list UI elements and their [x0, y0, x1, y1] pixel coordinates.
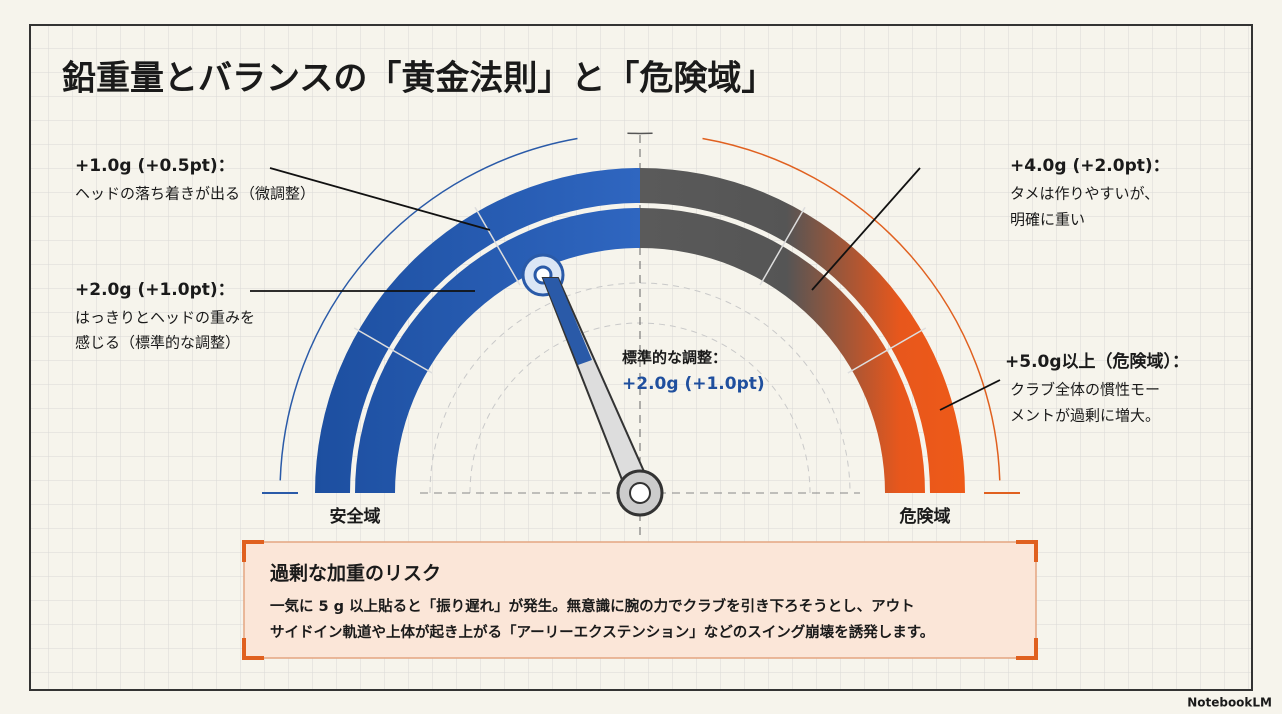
tick	[474, 206, 521, 286]
annotation-line: 感じる（標準的な調整）	[75, 334, 240, 352]
footer: NotebookLM	[1187, 696, 1272, 710]
needle-pivot-inner	[629, 482, 651, 504]
safe-label: 安全域	[330, 506, 381, 527]
needle-tip	[543, 278, 592, 365]
risk-line: 一気に 5 g 以上貼ると「振り遅れ」が発生。無意識に腕の力でクラブを引き下ろそ…	[270, 597, 915, 615]
annotation-heading: +1.0g (+0.5pt)：	[75, 156, 235, 176]
annotation-line: ヘッドの落ち着きが出る（微調整）	[75, 185, 315, 203]
annotation-line: はっきりとヘッドの重みを	[75, 309, 255, 327]
risk-box-corners	[242, 540, 1038, 660]
risk-box	[243, 541, 1037, 659]
annotation-heading: +4.0g (+2.0pt)：	[1010, 156, 1170, 176]
tick	[759, 206, 806, 286]
dimension-arc-safe	[279, 137, 578, 481]
gauge-band-safe	[355, 208, 640, 493]
annotation-line: 明確に重い	[1010, 211, 1085, 229]
risk-line: サイドイン軌道や上体が起き上がる「アーリーエクステンション」などのスイング崩壊を…	[270, 623, 934, 641]
tick	[847, 327, 927, 374]
leader-line	[269, 167, 491, 231]
tick	[353, 327, 433, 374]
annotation-line: タメは作りやすいが、	[1010, 185, 1159, 203]
risk-title: 過剰な加重のリスク	[270, 562, 441, 585]
gauge-band-danger	[640, 168, 965, 493]
gauge-band-danger	[640, 208, 925, 493]
annotation-line: メントが過剰に増大。	[1010, 407, 1160, 425]
annotation-heading: +5.0g以上（危険域）：	[1005, 351, 1189, 372]
danger-label: 危険域	[899, 506, 951, 527]
leader-line	[939, 379, 1001, 411]
title: 鉛重量とバランスの「黄金法則」と「危険域」	[62, 59, 775, 99]
dimension-arc-danger	[702, 137, 1001, 481]
center-note-heading: 標準的な調整：	[622, 349, 727, 367]
gauge-band-safe	[315, 168, 640, 493]
center-note-value: +2.0g (+1.0pt)	[622, 374, 765, 394]
annotation-heading: +2.0g (+1.0pt)：	[75, 280, 235, 300]
annotation-line: クラブ全体の慣性モー	[1010, 381, 1160, 399]
leader-line	[811, 167, 921, 291]
gauge	[250, 132, 1020, 540]
guide-arc	[429, 282, 851, 494]
